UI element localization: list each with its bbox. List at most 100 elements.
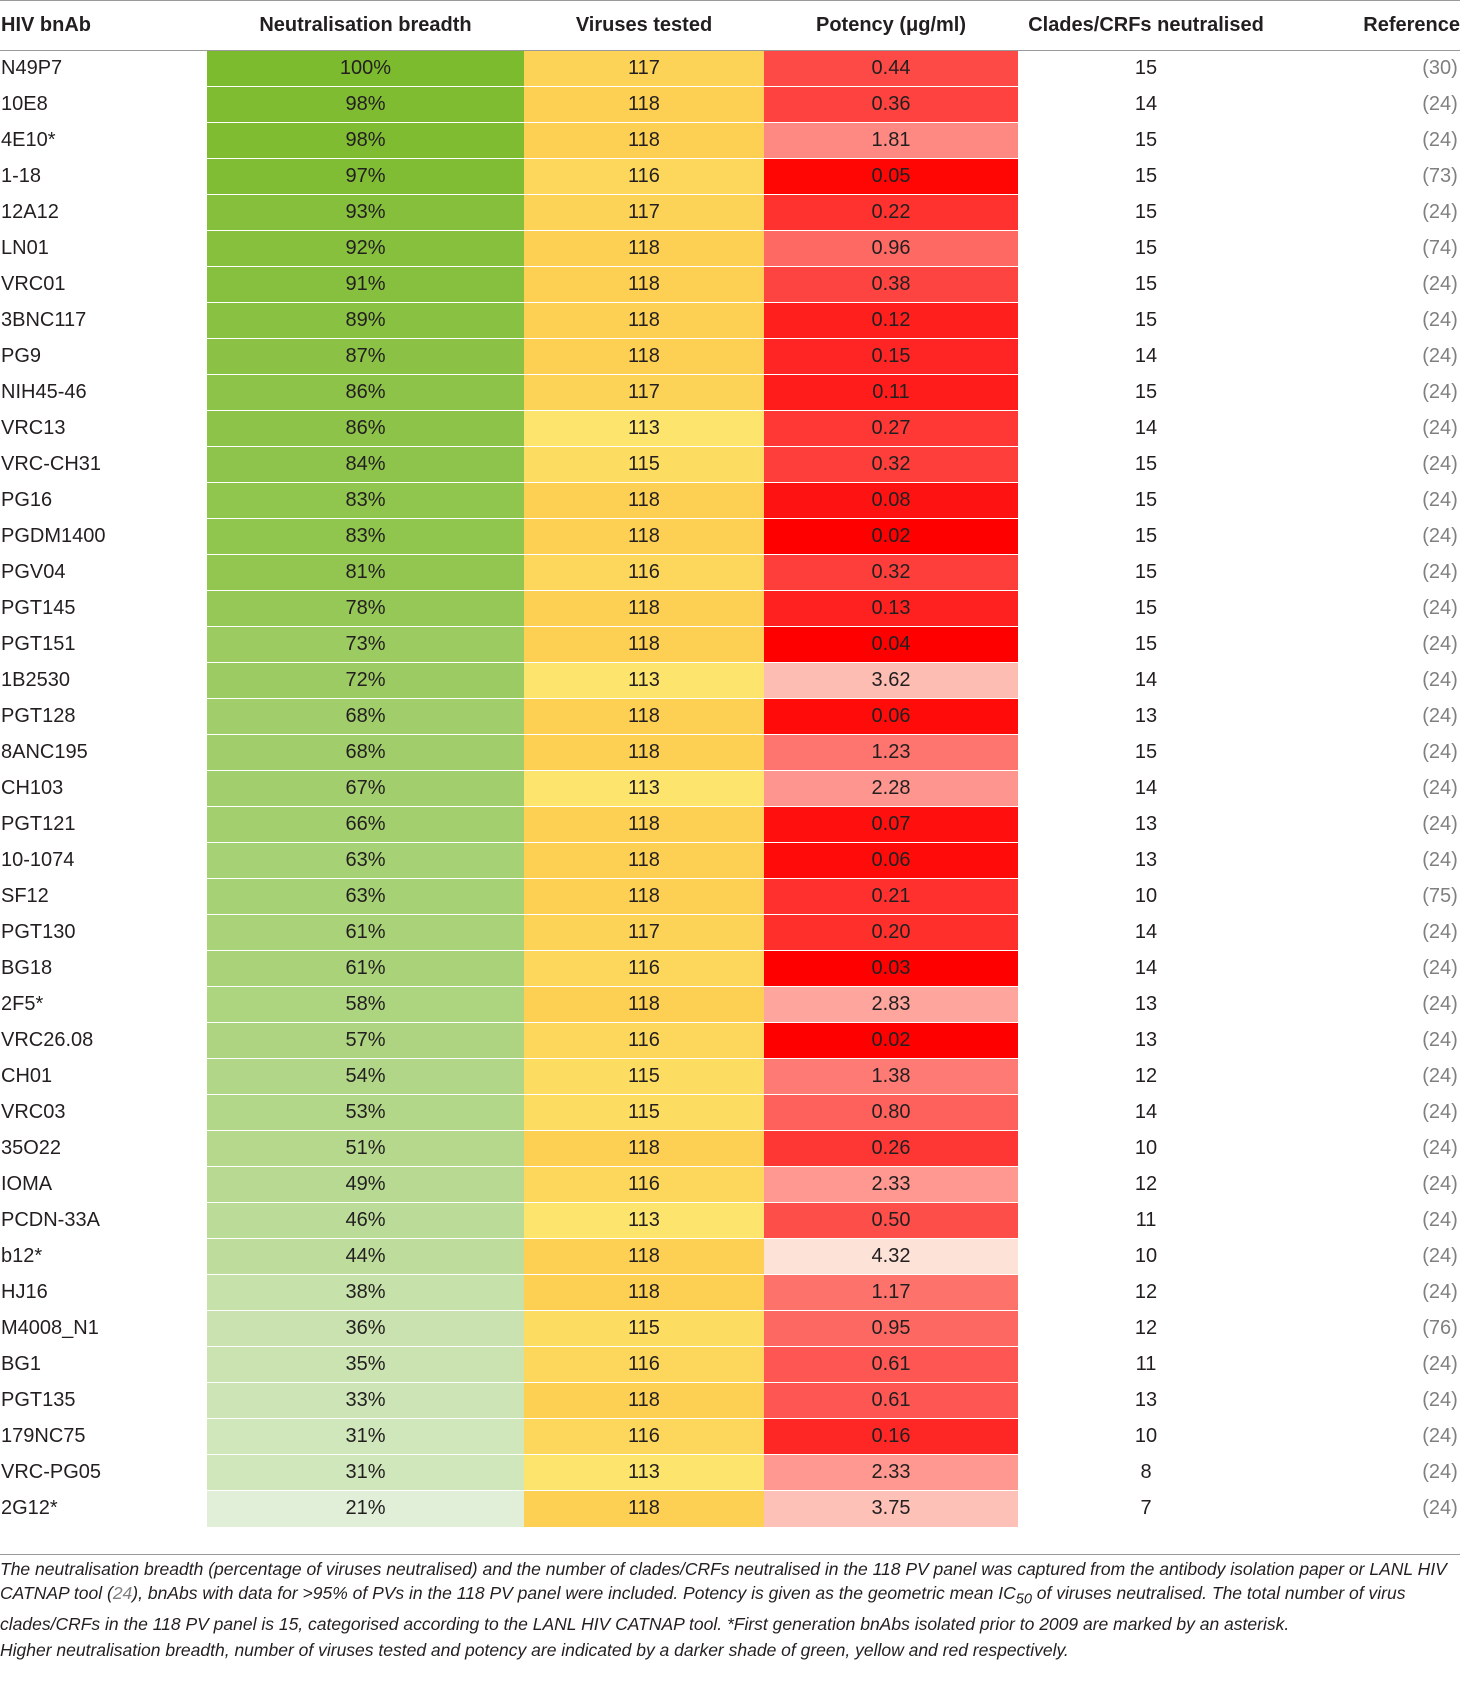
reference-link[interactable]: (24) [1422, 273, 1458, 295]
table-row: BG18 61% 116 0.03 14 (24) [0, 950, 1460, 987]
reference-link[interactable]: (24) [1422, 705, 1458, 727]
cell-clades: 15 [1018, 554, 1274, 591]
reference-link[interactable]: (24) [1422, 1101, 1458, 1123]
cell-clades: 15 [1018, 518, 1274, 555]
reference-link[interactable]: (30) [1422, 57, 1458, 79]
table-row: 2G12* 21% 118 3.75 7 (24) [0, 1490, 1460, 1527]
cell-viruses: 113 [524, 410, 764, 447]
cell-potency: 0.02 [764, 1022, 1018, 1059]
reference-link[interactable]: (24) [1422, 741, 1458, 763]
reference-link[interactable]: (24) [1422, 1029, 1458, 1051]
cell-bnab: LN01 [0, 230, 207, 267]
cell-potency: 1.81 [764, 122, 1018, 159]
reference-link[interactable]: (24) [1422, 489, 1458, 511]
cell-bnab: PGT130 [0, 914, 207, 951]
cell-bnab: VRC13 [0, 410, 207, 447]
cell-clades: 14 [1018, 770, 1274, 807]
footnote-reference[interactable]: 24 [112, 1583, 133, 1603]
cell-viruses: 117 [524, 374, 764, 411]
reference-link[interactable]: (75) [1422, 885, 1458, 907]
reference-link[interactable]: (24) [1422, 597, 1458, 619]
reference-link[interactable]: (24) [1422, 1281, 1458, 1303]
reference-link[interactable]: (24) [1422, 1245, 1458, 1267]
cell-clades: 15 [1018, 626, 1274, 663]
reference-link[interactable]: (24) [1422, 345, 1458, 367]
cell-bnab: 179NC75 [0, 1418, 207, 1455]
cell-breadth: 98% [207, 122, 524, 159]
reference-link[interactable]: (24) [1422, 1461, 1458, 1483]
table-row: PGT130 61% 117 0.20 14 (24) [0, 914, 1460, 951]
cell-potency: 0.05 [764, 158, 1018, 195]
cell-viruses: 118 [524, 698, 764, 735]
cell-bnab: b12* [0, 1238, 207, 1275]
reference-link[interactable]: (73) [1422, 165, 1458, 187]
cell-viruses: 116 [524, 1418, 764, 1455]
cell-breadth: 83% [207, 518, 524, 555]
reference-link[interactable]: (24) [1422, 849, 1458, 871]
reference-link[interactable]: (24) [1422, 813, 1458, 835]
cell-bnab: 1-18 [0, 158, 207, 195]
table-row: IOMA 49% 116 2.33 12 (24) [0, 1166, 1460, 1203]
reference-link[interactable]: (76) [1422, 1317, 1458, 1339]
reference-link[interactable]: (24) [1422, 1173, 1458, 1195]
reference-link[interactable]: (24) [1422, 201, 1458, 223]
reference-link[interactable]: (24) [1422, 525, 1458, 547]
reference-link[interactable]: (24) [1422, 633, 1458, 655]
cell-reference: (24) [1274, 1454, 1460, 1491]
cell-bnab: 2F5* [0, 986, 207, 1023]
cell-potency: 0.26 [764, 1130, 1018, 1167]
reference-link[interactable]: (24) [1422, 453, 1458, 475]
reference-link[interactable]: (24) [1422, 957, 1458, 979]
cell-potency: 0.21 [764, 878, 1018, 915]
reference-link[interactable]: (24) [1422, 1425, 1458, 1447]
cell-reference: (24) [1274, 194, 1460, 231]
cell-bnab: N49P7 [0, 50, 207, 87]
header-bnab: HIV bnAb [0, 0, 207, 51]
reference-link[interactable]: (74) [1422, 237, 1458, 259]
cell-viruses: 116 [524, 1166, 764, 1203]
cell-breadth: 98% [207, 86, 524, 123]
footnote-paragraph: The neutralisation breadth (percentage o… [0, 1555, 1460, 1636]
reference-link[interactable]: (24) [1422, 309, 1458, 331]
table-row: PGDM1400 83% 118 0.02 15 (24) [0, 518, 1460, 555]
reference-link[interactable]: (24) [1422, 993, 1458, 1015]
cell-clades: 14 [1018, 914, 1274, 951]
reference-link[interactable]: (24) [1422, 129, 1458, 151]
reference-link[interactable]: (24) [1422, 93, 1458, 115]
cell-breadth: 57% [207, 1022, 524, 1059]
table-row: 4E10* 98% 118 1.81 15 (24) [0, 122, 1460, 159]
cell-clades: 12 [1018, 1274, 1274, 1311]
reference-link[interactable]: (24) [1422, 1209, 1458, 1231]
cell-reference: (24) [1274, 1058, 1460, 1095]
cell-viruses: 118 [524, 86, 764, 123]
cell-bnab: NIH45-46 [0, 374, 207, 411]
cell-breadth: 31% [207, 1418, 524, 1455]
table-footnote: The neutralisation breadth (percentage o… [0, 1554, 1460, 1662]
reference-link[interactable]: (24) [1422, 561, 1458, 583]
cell-clades: 13 [1018, 806, 1274, 843]
reference-link[interactable]: (24) [1422, 1137, 1458, 1159]
cell-clades: 7 [1018, 1490, 1274, 1527]
cell-breadth: 49% [207, 1166, 524, 1203]
header-clades: Clades/CRFs neutralised [1018, 0, 1274, 51]
reference-link[interactable]: (24) [1422, 777, 1458, 799]
cell-reference: (24) [1274, 482, 1460, 519]
cell-viruses: 115 [524, 1094, 764, 1131]
reference-link[interactable]: (24) [1422, 417, 1458, 439]
reference-link[interactable]: (24) [1422, 1389, 1458, 1411]
reference-link[interactable]: (24) [1422, 1353, 1458, 1375]
cell-potency: 0.06 [764, 698, 1018, 735]
cell-breadth: 38% [207, 1274, 524, 1311]
reference-link[interactable]: (24) [1422, 381, 1458, 403]
cell-potency: 0.07 [764, 806, 1018, 843]
cell-breadth: 53% [207, 1094, 524, 1131]
cell-reference: (24) [1274, 590, 1460, 627]
cell-bnab: VRC-CH31 [0, 446, 207, 483]
reference-link[interactable]: (24) [1422, 1497, 1458, 1520]
reference-link[interactable]: (24) [1422, 1065, 1458, 1087]
reference-link[interactable]: (24) [1422, 921, 1458, 943]
cell-potency: 0.16 [764, 1418, 1018, 1455]
cell-breadth: 63% [207, 878, 524, 915]
cell-viruses: 118 [524, 1130, 764, 1167]
reference-link[interactable]: (24) [1422, 669, 1458, 691]
